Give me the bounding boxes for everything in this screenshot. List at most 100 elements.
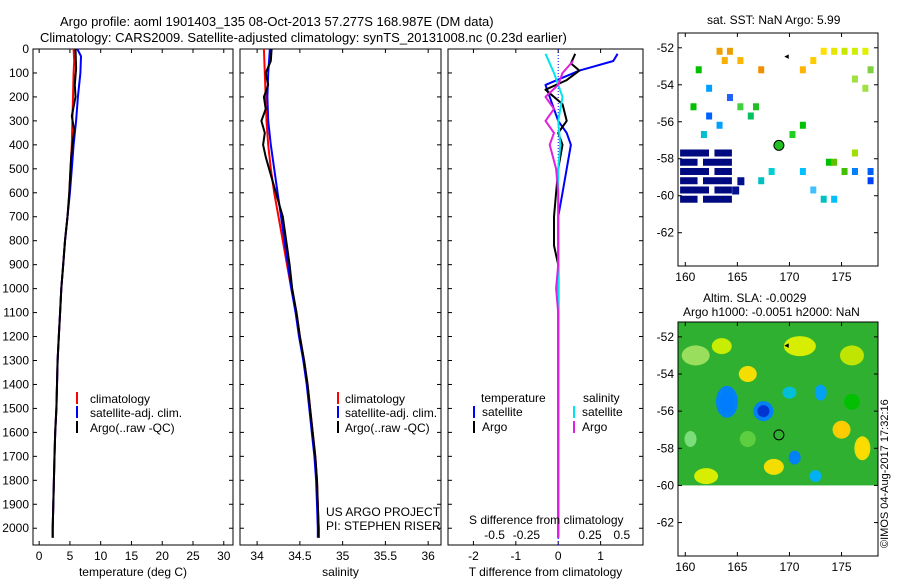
x-tick-label: 25 [186,549,200,563]
depth-tick-label: 1700 [2,449,29,463]
sst-cell [720,149,727,157]
plot-frame [239,48,442,546]
sst-cell [691,149,698,157]
s-tick-label: -0.25 [513,528,541,542]
sla-blob [757,405,770,418]
figure-title-line1: Argo profile: aoml 1901403_135 08-Oct-20… [60,14,494,29]
sla-blob [843,393,860,410]
sst-cell [753,103,759,111]
depth-tick-label: 100 [9,66,29,80]
s-tick-label: -0.5 [484,528,505,542]
sst-cell [691,195,698,203]
sst-cell [720,195,727,203]
sst-cell [685,195,692,203]
map-frame [677,321,879,557]
legend-label-s-satellite: satellite [582,405,623,419]
depth-tick-label: 1400 [2,377,29,391]
sst-cell [789,131,796,139]
argo-position-marker [773,429,785,441]
sst-cell [703,167,709,175]
sst-cell [708,195,715,203]
sst-cell [691,167,698,175]
salinity-profile-panel: 34 34.5 35 35.5 36 salinity [239,48,442,579]
x-tick-label: 10 [94,549,108,563]
sst-cell [714,149,721,157]
sla-blob [711,338,732,355]
legend-label-satellite: satellite-adj. clim. [90,406,182,420]
sst-cell [691,186,698,194]
sst-cell [831,195,838,203]
sst-cell [758,66,765,74]
map-y-tick-label: -60 [657,189,675,203]
map-y-tick-label: -56 [657,404,675,418]
sst-cell [716,121,723,129]
sst-cell [697,167,704,175]
sla-map-title-line2: Argo h1000: -0.0051 h2000: NaN [683,305,860,319]
sst-cell [725,195,732,203]
sst-map: 160 165 170 175 -52 -54 -56 -58 -60 -62 ◂ [657,32,879,284]
x-tick-label: 5 [67,549,74,563]
figure-title-line2: Climatology: CARS2009. Satellite-adjuste… [40,30,567,45]
depth-tick-label: 2000 [2,521,29,535]
sst-cell [685,149,692,157]
x-tick-label: 0 [555,549,562,563]
sst-cell [706,84,713,92]
sla-blob [782,386,797,399]
sst-cell [685,158,692,166]
s-tick-label: 0.25 [578,528,602,542]
sla-blob [809,470,822,483]
legend-label-t-argo: Argo [482,420,508,434]
map-y-tick-label: -56 [657,115,675,129]
sla-blob [739,431,756,447]
map-x-tick-label: 170 [779,270,799,284]
sla-blob [788,450,801,465]
map-x-tick-label: 165 [727,270,747,284]
map-y-tick-label: -58 [657,152,675,166]
sla-blob [681,345,710,366]
map-y-tick-label: -58 [657,441,675,455]
depth-tick-label: 500 [9,162,29,176]
argo-position-marker [773,139,785,151]
depth-tick-label: 800 [9,234,29,248]
sst-cell [726,47,733,55]
sst-cell [737,177,745,186]
sst-cell [725,158,732,166]
sst-cell [703,177,709,185]
difference-profile-panel: -2 -1 0 1 -0.5 -0.25 0.25 0.5 T difference from … [447,48,644,579]
sla-blob [684,431,697,447]
sst-cell [810,186,817,194]
depth-tick-label: 1200 [2,330,29,344]
sst-cell [703,186,709,194]
depth-tick-label: 1800 [2,473,29,487]
sst-cell [862,84,869,92]
x-axis-label: salinity [322,565,359,579]
sst-cell [703,195,709,203]
sst-cell [732,186,740,195]
sst-cell [700,131,707,139]
x-tick-label: -1 [510,549,521,563]
sst-cell [714,158,721,166]
sst-cell [825,158,832,166]
sst-cell [726,94,733,102]
sst-cell [691,158,698,166]
map-x-tick-label: 160 [675,560,695,574]
legend-label-s-argo: Argo [582,420,608,434]
map-x-tick-label: 160 [675,270,695,284]
map-arrow-icon: ◂ [784,51,789,61]
sst-cell [737,57,744,65]
sst-cell [720,186,727,194]
sla-blob [832,420,851,439]
sst-cell [799,121,806,129]
sst-cell [820,195,827,203]
profile-line [544,60,574,538]
s-difference-label: S difference from climatology [469,513,624,527]
sst-cell [851,75,858,83]
sla-blob [694,468,719,485]
sla-blob [839,345,864,366]
legend-label-t-satellite: satellite [482,405,523,419]
legend-label-satellite: satellite-adj. clim. [345,406,437,420]
x-tick-label: 1 [597,549,604,563]
sst-cell [714,167,721,175]
sst-cell [680,158,687,166]
